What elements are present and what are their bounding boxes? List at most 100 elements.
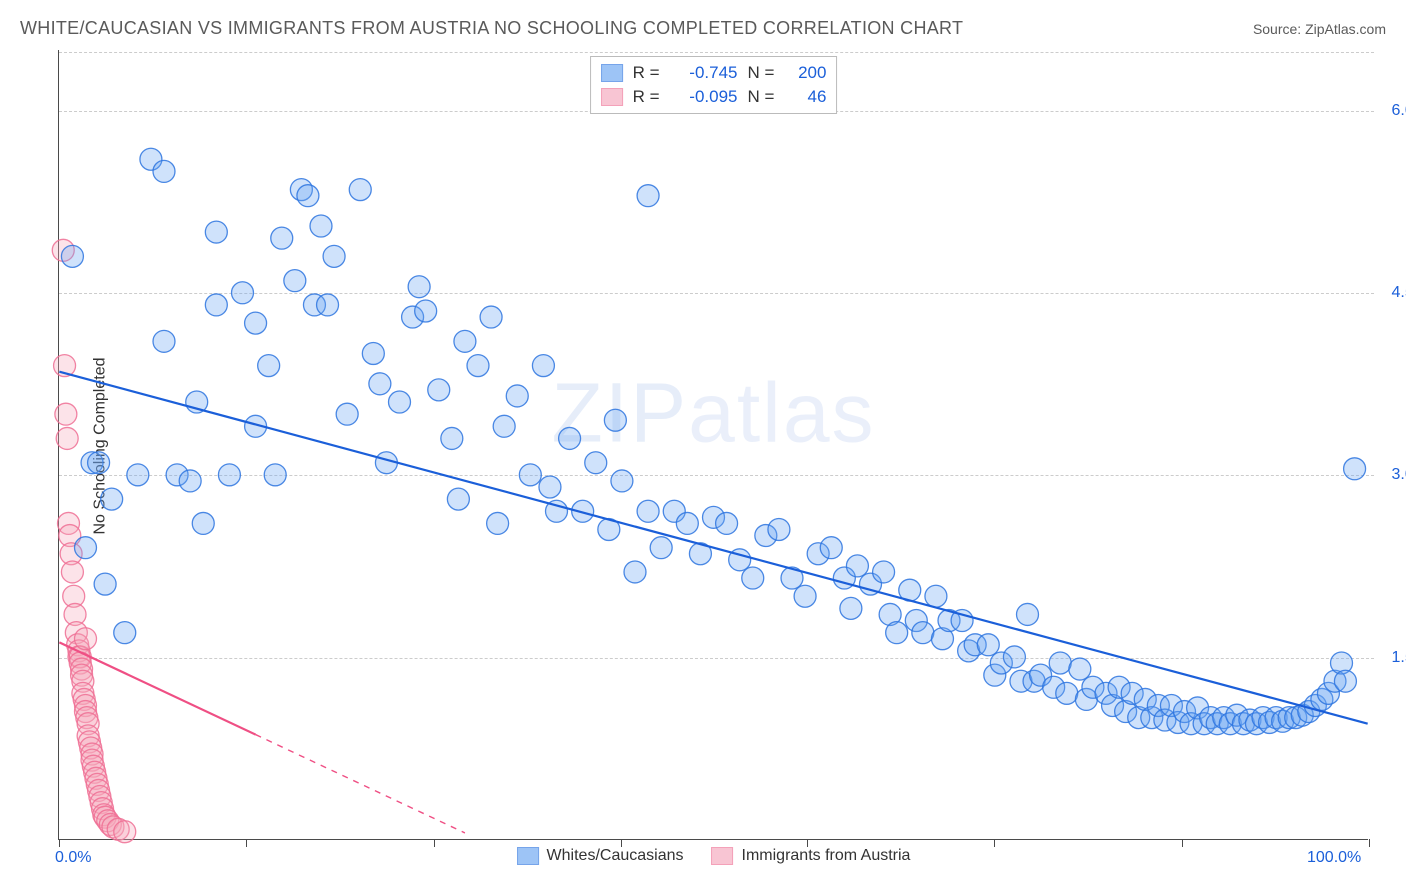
- data-point: [55, 403, 77, 425]
- swatch-series-2: [601, 88, 623, 106]
- data-point: [415, 300, 437, 322]
- y-tick-label: 1.5%: [1378, 649, 1406, 667]
- x-tick: [246, 839, 247, 847]
- data-point: [323, 245, 345, 267]
- data-point: [716, 512, 738, 534]
- data-point: [585, 452, 607, 474]
- swatch-series-2: [712, 847, 734, 865]
- r-label: R =: [633, 87, 660, 107]
- r-label: R =: [633, 63, 660, 83]
- data-point: [742, 567, 764, 589]
- n-value-series-2: 46: [784, 87, 826, 107]
- data-point: [611, 470, 633, 492]
- data-point: [886, 622, 908, 644]
- data-point: [454, 330, 476, 352]
- data-point: [369, 373, 391, 395]
- data-point: [506, 385, 528, 407]
- data-point: [245, 312, 267, 334]
- data-point: [317, 294, 339, 316]
- swatch-series-1: [601, 64, 623, 82]
- data-point: [192, 512, 214, 534]
- x-tick-label: 0.0%: [55, 849, 91, 867]
- data-point: [205, 221, 227, 243]
- stats-row-series-1: R = -0.745 N = 200: [601, 61, 827, 85]
- data-point: [1334, 670, 1356, 692]
- chart-title: WHITE/CAUCASIAN VS IMMIGRANTS FROM AUSTR…: [20, 18, 963, 39]
- data-point: [205, 294, 227, 316]
- data-point: [447, 488, 469, 510]
- x-tick-label: 100.0%: [1307, 849, 1361, 867]
- data-point: [873, 561, 895, 583]
- y-tick-label: 3.0%: [1378, 466, 1406, 484]
- data-point: [61, 561, 83, 583]
- data-point: [977, 634, 999, 656]
- x-tick: [59, 839, 60, 847]
- data-point: [349, 179, 371, 201]
- data-point: [480, 306, 502, 328]
- x-tick: [434, 839, 435, 847]
- y-tick-label: 4.5%: [1378, 284, 1406, 302]
- data-point: [75, 537, 97, 559]
- data-point: [336, 403, 358, 425]
- data-point: [153, 160, 175, 182]
- data-point: [637, 500, 659, 522]
- x-tick: [1369, 839, 1370, 847]
- scatter-svg: [59, 50, 1368, 839]
- data-point: [94, 573, 116, 595]
- r-value-series-1: -0.745: [670, 63, 738, 83]
- data-point: [271, 227, 293, 249]
- data-point: [794, 585, 816, 607]
- data-point: [676, 512, 698, 534]
- y-tick-label: 6.0%: [1378, 102, 1406, 120]
- series-legend: Whites/Caucasians Immigrants from Austri…: [517, 847, 911, 865]
- data-point: [768, 518, 790, 540]
- data-point: [840, 597, 862, 619]
- data-point: [297, 185, 319, 207]
- data-point: [310, 215, 332, 237]
- data-point: [1003, 646, 1025, 668]
- data-point: [539, 476, 561, 498]
- data-point: [624, 561, 646, 583]
- source-attribution: Source: ZipAtlas.com: [1253, 21, 1386, 37]
- data-point: [284, 270, 306, 292]
- data-point: [56, 427, 78, 449]
- x-tick: [1182, 839, 1183, 847]
- stats-row-series-2: R = -0.095 N = 46: [601, 85, 827, 109]
- data-point: [493, 415, 515, 437]
- data-point: [925, 585, 947, 607]
- trend-line: [59, 372, 1367, 724]
- data-point: [88, 452, 110, 474]
- x-tick: [807, 839, 808, 847]
- x-tick: [621, 839, 622, 847]
- data-point: [650, 537, 672, 559]
- data-point: [232, 282, 254, 304]
- data-point: [1049, 652, 1071, 674]
- data-point: [362, 342, 384, 364]
- data-point: [1017, 603, 1039, 625]
- data-point: [1056, 682, 1078, 704]
- data-point: [264, 464, 286, 486]
- data-point: [127, 464, 149, 486]
- n-value-series-1: 200: [784, 63, 826, 83]
- r-value-series-2: -0.095: [670, 87, 738, 107]
- data-point: [101, 488, 123, 510]
- data-point: [258, 355, 280, 377]
- legend-item-series-1: Whites/Caucasians: [517, 847, 684, 865]
- data-point: [559, 427, 581, 449]
- data-point: [1069, 658, 1091, 680]
- series-1-name: Whites/Caucasians: [547, 847, 684, 865]
- data-point: [441, 427, 463, 449]
- n-label: N =: [748, 63, 775, 83]
- data-point: [114, 622, 136, 644]
- data-point: [467, 355, 489, 377]
- plot-area: ZIPatlas R = -0.745 N = 200 R = -0.095 N…: [58, 50, 1368, 840]
- data-point: [218, 464, 240, 486]
- swatch-series-1: [517, 847, 539, 865]
- n-label: N =: [748, 87, 775, 107]
- data-point: [428, 379, 450, 401]
- data-point: [61, 245, 83, 267]
- series-2-name: Immigrants from Austria: [742, 847, 911, 865]
- data-point: [912, 622, 934, 644]
- data-point: [820, 537, 842, 559]
- data-point: [487, 512, 509, 534]
